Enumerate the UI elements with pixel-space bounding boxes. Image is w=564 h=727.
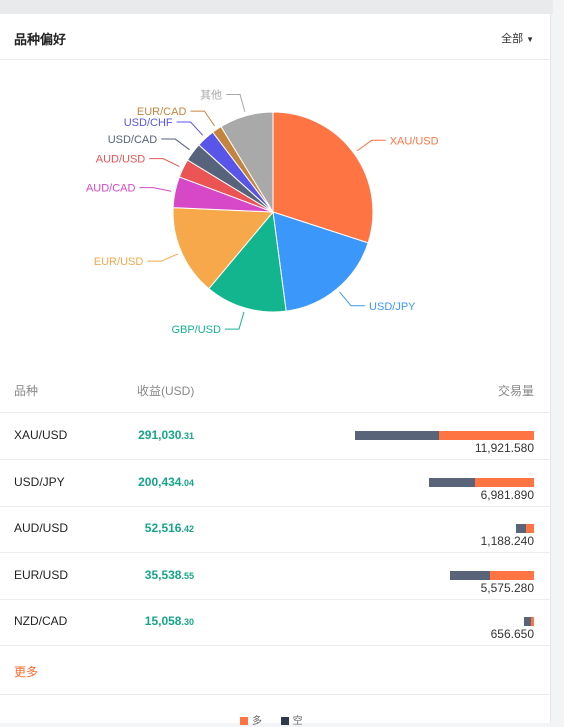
row-volume: 6,981.890 [480, 487, 534, 502]
volume-bar [429, 477, 534, 487]
filter-label: 全部 [501, 33, 524, 45]
long-bar [526, 524, 534, 533]
table-row: USD/JPY 200,434.04 6,981.890 [0, 460, 550, 507]
col-volume: 交易量 [497, 384, 534, 398]
pie-leader-line [161, 138, 190, 151]
profit-int: 200,434 [138, 474, 182, 489]
volume-bar [355, 431, 534, 440]
table-row: EUR/USD 35,538.55 5,575.280 [0, 553, 550, 600]
volume-bar [450, 570, 534, 580]
filter-dropdown[interactable]: 全部 ▼ [501, 30, 534, 46]
row-symbol: EUR/USD [14, 567, 69, 582]
pie-slice[interactable] [272, 211, 369, 312]
symbol-preference-card: 品种偏好 全部 ▼ XAU/USD USD/JPY GBP/USD EUR/USD AUD… [0, 14, 551, 727]
pie-label: XAU/USD [390, 135, 439, 147]
short-bar [516, 524, 526, 533]
profit-decimal: .31 [181, 431, 194, 441]
top-strip [0, 0, 553, 14]
row-symbol: NZD/CAD [14, 614, 68, 628]
row-volume: 656.650 [490, 627, 534, 641]
caret-down-icon: ▼ [526, 35, 534, 44]
short-bar [524, 617, 531, 626]
legend-long-label: 多 [252, 716, 262, 727]
pie-label: AUD/USD [96, 154, 146, 166]
row-profit: 291,030.31 [138, 428, 194, 442]
table-header: 品种 收益(USD) 交易量 [0, 366, 550, 413]
row-symbol: AUD/USD [14, 521, 69, 535]
legend-short: 空 [280, 716, 303, 727]
pie-leader-line [339, 291, 366, 307]
pie-label: USD/JPY [369, 301, 416, 313]
pie-leader-line [356, 139, 386, 152]
short-swatch [280, 717, 289, 726]
col-symbol: 品种 [14, 384, 39, 398]
legend-short-label: 空 [292, 716, 303, 727]
legend: 多 空 [240, 712, 319, 727]
short-bar [355, 431, 439, 440]
profit-int: 15,058 [144, 614, 182, 628]
pie-slice[interactable] [272, 111, 374, 244]
table-row: NZD/CAD 15,058.30 656.650 [0, 599, 550, 646]
pie-label: USD/CHF [124, 117, 173, 129]
short-bar [429, 477, 475, 487]
volume-bar [524, 617, 534, 626]
profit-decimal: .04 [181, 477, 194, 488]
pie-leader-line [224, 311, 245, 330]
long-bar [490, 570, 534, 580]
volume-bar [516, 524, 534, 533]
row-symbol: USD/JPY [14, 474, 65, 489]
card-header: 品种偏好 全部 ▼ [0, 14, 550, 60]
pie-leader-line [226, 94, 246, 112]
row-volume: 11,921.580 [474, 441, 534, 455]
profit-decimal: .42 [181, 524, 194, 534]
pie-leader-line [139, 187, 172, 192]
long-bar [475, 477, 534, 487]
short-bar [450, 570, 490, 580]
pie-leader-line [176, 121, 204, 136]
pie-leader-line [149, 158, 180, 167]
pie-slice[interactable] [208, 210, 287, 313]
profit-decimal: .30 [181, 617, 194, 627]
row-symbol: XAU/USD [14, 428, 68, 442]
card-title: 品种偏好 [14, 32, 67, 47]
table-row: XAU/USD 291,030.31 11,921.580 [0, 413, 550, 460]
row-volume: 5,575.280 [480, 580, 534, 595]
long-bar [439, 431, 534, 440]
long-bar [531, 617, 534, 626]
pie-label: EUR/USD [94, 256, 144, 268]
profit-int: 35,538 [144, 567, 182, 582]
legend-long: 多 [240, 716, 262, 727]
row-profit: 15,058.30 [145, 614, 194, 628]
pie-label: USD/CAD [108, 134, 158, 146]
row-profit: 200,434.04 [138, 475, 194, 489]
profit-int: 52,516 [144, 521, 182, 535]
more-link[interactable]: 更多 [14, 665, 39, 679]
profit-int: 291,030 [138, 428, 182, 442]
pie-slice[interactable] [220, 111, 274, 214]
pie-label: EUR/CAD [137, 106, 187, 118]
row-profit: 52,516.42 [145, 521, 194, 535]
pie-leader-line [190, 110, 215, 127]
pie-chart: XAU/USD USD/JPY GBP/USD EUR/USD AUD/CAD AUD/U… [86, 89, 439, 337]
pie-slice[interactable] [172, 207, 275, 290]
pie-label: 其他 [200, 89, 222, 102]
pie-label: GBP/USD [171, 324, 221, 336]
row-volume: 1,188.240 [480, 534, 534, 548]
table-row: AUD/USD 52,516.42 1,188.240 [0, 506, 550, 553]
more-row: 更多 [0, 646, 550, 695]
long-swatch [240, 717, 248, 726]
row-profit: 35,538.55 [145, 568, 194, 582]
pie-leader-line [147, 253, 179, 262]
profit-decimal: .55 [181, 570, 194, 581]
col-profit: 收益(USD) [137, 384, 195, 398]
pie-label: AUD/CAD [86, 183, 136, 195]
